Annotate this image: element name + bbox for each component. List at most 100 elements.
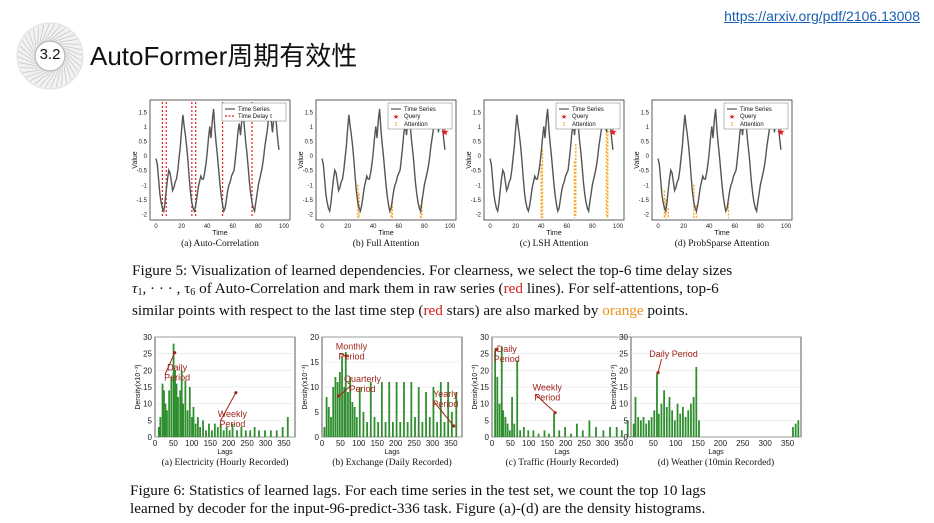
fig5-xlabel: Time: [378, 230, 393, 237]
fig6-bar: [395, 382, 398, 437]
fig6-xtick: 150: [691, 439, 705, 448]
fig5-ytick: -0.5: [471, 169, 482, 175]
fig5-query-star: ★: [440, 127, 449, 138]
fig6-bar: [175, 383, 178, 437]
fig6-bar: [177, 397, 179, 437]
fig6-bar: [236, 430, 238, 437]
fig6-bar: [626, 420, 629, 437]
fig6-annotation-label: Daily: [167, 362, 188, 372]
fig6-bar: [341, 357, 343, 437]
fig6-bar: [417, 387, 420, 437]
fig5-ytick: 1.5: [139, 110, 148, 116]
fig6-xtick: 250: [407, 439, 421, 448]
fig6-ytick: 20: [619, 366, 628, 375]
fig5-xtick: 40: [538, 224, 545, 230]
fig6-bar: [532, 430, 535, 437]
source-link[interactable]: https://arxiv.org/pdf/2106.13008: [724, 8, 920, 24]
fig5-ytick: 0.5: [305, 140, 314, 146]
fig6-xtick: 200: [714, 439, 728, 448]
badge-ray: [39, 24, 45, 44]
fig6-bar: [362, 412, 365, 437]
fig6-bar: [496, 377, 499, 437]
fig6-xtick: 350: [781, 439, 795, 448]
fig6-bar: [425, 392, 427, 437]
fig6-bar: [455, 392, 458, 437]
fig5-legend: Time Series ★ Query Attention: [555, 102, 621, 130]
fig6-panel-caption: (c) Traffic (Hourly Recorded): [506, 457, 619, 468]
fig6-xtick: 350: [444, 439, 458, 448]
figure6-caption-line2: learned by decoder for the input-96-pred…: [130, 500, 706, 517]
fig6-xtick: 250: [240, 439, 254, 448]
badge-ray: [63, 63, 68, 84]
badge-ray: [41, 23, 50, 43]
fig5-legend-attention-label: Attention: [404, 122, 428, 128]
fig5-ytick: -0.5: [137, 169, 148, 175]
fig6-ytick: 20: [310, 333, 319, 342]
fig6-annotation-arrowhead: [656, 371, 660, 375]
fig6-xtick: 350: [277, 439, 291, 448]
fig6-bar: [180, 370, 183, 437]
fig6-bar: [399, 422, 402, 437]
fig6-bar: [369, 382, 372, 437]
fig6-ytick: 5: [485, 416, 490, 425]
fig6-bar: [186, 410, 189, 437]
fig5-legend-query-label: Query: [572, 114, 588, 120]
fig6-annotation-arrowhead: [553, 411, 557, 415]
fig6-bar: [172, 343, 175, 437]
fig6-bar: [336, 382, 339, 437]
fig5-ytick: 1.5: [641, 110, 650, 116]
badge-ray: [34, 71, 51, 85]
badge-ray: [49, 27, 66, 41]
fig6-bar: [537, 433, 540, 437]
fig6-annotation-arrow: [534, 393, 556, 414]
fig6-annotation-label: Period: [432, 399, 458, 409]
fig6-bar: [174, 370, 176, 437]
fig5-ytick: 0: [310, 154, 314, 160]
fig6-ytick: 25: [480, 350, 489, 359]
fig5-legend: Time Series ★ Query Attention: [723, 102, 789, 130]
fig6-xtick: 0: [320, 439, 325, 448]
fig6-bar: [609, 427, 611, 437]
fig6-ytick: 20: [143, 366, 152, 375]
fig6-bar: [325, 397, 328, 437]
fig6-bar: [504, 417, 507, 437]
fig6-bar: [615, 427, 618, 437]
fig5-legend-series-label: Time Series: [572, 107, 604, 113]
fig6-ytick: 5: [148, 416, 153, 425]
fig6-ytick: 15: [310, 358, 319, 367]
fig6-annotation-arrowhead: [234, 391, 238, 395]
fig5-ytick: 1: [144, 125, 148, 131]
fig6-annotation-arrow: [219, 392, 237, 422]
fig6-bar: [543, 430, 546, 437]
badge-ray: [62, 45, 82, 51]
fig5-xtick: 100: [445, 224, 456, 230]
fig5-xlabel: Time: [714, 230, 729, 237]
fig6-xtick: 100: [185, 439, 199, 448]
fig6-bar: [332, 387, 335, 437]
fig6-bar: [576, 423, 578, 437]
fig6-bar: [228, 430, 231, 437]
fig6-bar: [657, 413, 660, 437]
badge-ray: [65, 58, 76, 77]
fig6-bar: [673, 420, 676, 437]
fig6-ytick: 0: [315, 433, 320, 442]
fig5-xtick: 80: [255, 224, 262, 230]
fig6-annotation-label: Period: [350, 384, 376, 394]
badge-ray: [64, 50, 82, 62]
fig6-annotation-arrowhead: [494, 347, 498, 351]
fig6-bar: [343, 387, 346, 437]
fig6-xtick: 300: [259, 439, 273, 448]
fig6-xtick: 0: [153, 439, 158, 448]
fig5-panel: 1.5 1 0.5 0 -0.5 -1 -1.5 -2 0 20 40 60 80 100 Time Valu…: [466, 99, 625, 249]
fig6-bar: [377, 422, 380, 437]
fig5-ytick: 0.5: [139, 140, 148, 146]
figure5-caption-line2: τ1, · · · , τ6 of Auto-Correlation and m…: [132, 280, 719, 298]
badge-rays-icon: [16, 22, 84, 90]
fig6-xtick: 250: [736, 439, 750, 448]
fig6-bar: [240, 427, 243, 437]
